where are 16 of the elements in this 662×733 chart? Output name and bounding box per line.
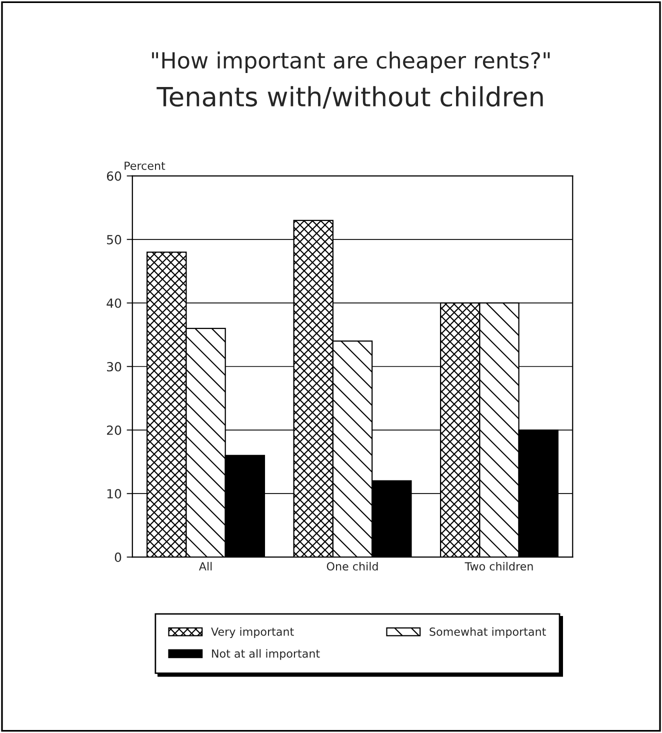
- y-axis-title: Percent: [124, 162, 166, 170]
- legend-label: Not at all important: [212, 649, 320, 660]
- x-tick-label: One child: [326, 562, 378, 571]
- chart-title: "How important are cheaper rents?": [152, 52, 550, 74]
- y-tick-label: 0: [114, 552, 122, 562]
- y-tick-label: 60: [106, 171, 122, 181]
- chart-subtitle: Tenants with/without children: [156, 86, 543, 109]
- y-tick-label: 40: [106, 298, 122, 308]
- y-tick-label: 20: [106, 426, 122, 435]
- legend-label: Very important: [211, 627, 294, 638]
- x-tick-label: All: [198, 562, 212, 570]
- y-tick-label: 30: [107, 362, 122, 372]
- y-tick-label: 10: [107, 489, 122, 498]
- y-tick-label: 50: [107, 234, 122, 244]
- legend-label: Somewhat important: [430, 627, 546, 638]
- x-tick-label: Two children: [464, 562, 533, 571]
